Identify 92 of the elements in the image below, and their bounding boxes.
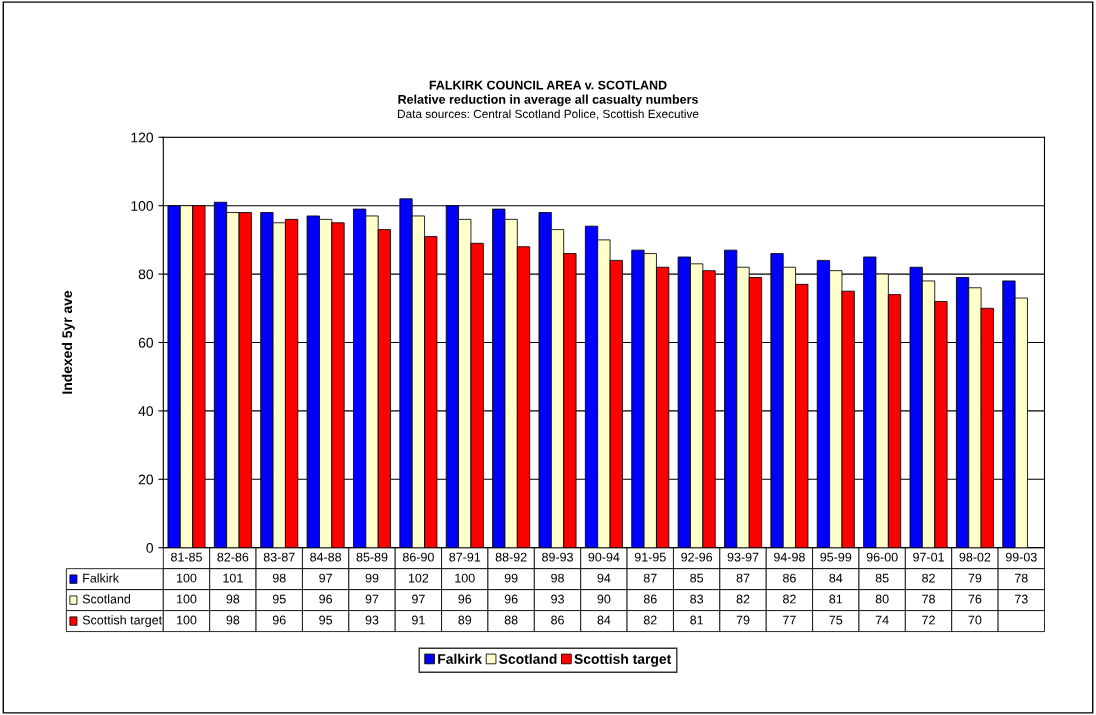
x-tick-label: 89-93 bbox=[542, 552, 573, 562]
data-label: 85 bbox=[690, 573, 704, 583]
data-label: 75 bbox=[829, 615, 843, 625]
y-tick-label: 120 bbox=[131, 132, 154, 143]
data-label: 95 bbox=[272, 594, 286, 604]
data-label: 88 bbox=[504, 615, 518, 625]
y-axis-title: Indexed 5yr ave bbox=[61, 290, 75, 394]
x-tick-label: 83-87 bbox=[263, 552, 295, 562]
chart-subtitle: Relative reduction in average all casualty numbers bbox=[398, 94, 698, 107]
data-label: 74 bbox=[875, 615, 889, 625]
x-tick-label: 88-92 bbox=[495, 552, 527, 562]
data-label: 93 bbox=[365, 615, 379, 625]
x-tick-label: 92-96 bbox=[681, 552, 713, 562]
data-label: 100 bbox=[455, 573, 475, 583]
data-label: 86 bbox=[783, 573, 796, 583]
data-label: 96 bbox=[319, 594, 333, 604]
data-label: 97 bbox=[412, 594, 425, 604]
data-label: 96 bbox=[272, 615, 286, 625]
data-label: 81 bbox=[690, 615, 703, 625]
data-label: 87 bbox=[736, 573, 750, 583]
data-label: 100 bbox=[177, 573, 197, 583]
x-tick-label: 85-89 bbox=[356, 552, 388, 562]
x-tick-label: 97-01 bbox=[913, 552, 944, 562]
x-tick-label: 90-94 bbox=[588, 552, 620, 562]
x-tick-label: 95-99 bbox=[820, 552, 852, 562]
data-label: 86 bbox=[643, 594, 657, 604]
data-label: 76 bbox=[968, 594, 982, 604]
x-tick-label: 86-90 bbox=[402, 552, 434, 562]
data-label: 82 bbox=[736, 594, 750, 604]
data-label: 82 bbox=[783, 594, 796, 604]
data-label: 87 bbox=[643, 573, 657, 583]
data-label: 100 bbox=[177, 615, 197, 625]
data-label: 82 bbox=[922, 573, 935, 583]
data-label: 95 bbox=[319, 615, 333, 625]
y-tick-label: 100 bbox=[131, 201, 154, 211]
data-label: 102 bbox=[408, 573, 429, 583]
data-label: 99 bbox=[365, 573, 379, 583]
x-tick-label: 98-02 bbox=[959, 552, 991, 562]
x-tick-label: 87-91 bbox=[449, 552, 481, 562]
x-tick-label: 94-98 bbox=[774, 552, 805, 562]
data-label: 97 bbox=[319, 573, 332, 583]
data-label: 84 bbox=[829, 573, 843, 583]
x-tick-label: 81-85 bbox=[171, 552, 202, 562]
data-label: 80 bbox=[875, 594, 889, 604]
data-label: 99 bbox=[504, 573, 518, 583]
y-tick-label: 60 bbox=[138, 337, 154, 348]
text: Falkirk bbox=[438, 653, 483, 664]
x-tick-label: 82-86 bbox=[217, 552, 249, 562]
data-label: 98 bbox=[226, 615, 240, 625]
data-label: 79 bbox=[736, 615, 750, 625]
data-label: 94 bbox=[597, 573, 611, 583]
x-tick-label: 96-00 bbox=[866, 552, 898, 562]
x-tick-label: 84-88 bbox=[310, 552, 342, 562]
y-tick-label: 80 bbox=[138, 269, 154, 280]
data-label: 98 bbox=[272, 573, 286, 583]
text: Scotland bbox=[499, 653, 557, 664]
x-tick-label: 93-97 bbox=[727, 552, 759, 562]
data-label: 96 bbox=[458, 594, 472, 604]
legend-label: Scotland bbox=[82, 594, 131, 604]
data-label: 73 bbox=[1014, 594, 1028, 604]
data-label: 77 bbox=[783, 615, 796, 625]
data-label: 91 bbox=[412, 615, 425, 625]
data-label: 70 bbox=[968, 615, 982, 625]
x-tick-label: 99-03 bbox=[1005, 552, 1037, 562]
data-label: 86 bbox=[551, 615, 564, 625]
data-label: 97 bbox=[365, 594, 379, 604]
y-tick-label: 20 bbox=[138, 474, 154, 485]
data-label: 72 bbox=[922, 615, 935, 625]
data-label: 82 bbox=[643, 615, 657, 625]
data-label: 84 bbox=[597, 615, 611, 625]
data-label: 78 bbox=[1014, 573, 1028, 583]
y-tick-label: 40 bbox=[138, 406, 154, 417]
data-label: 78 bbox=[922, 594, 935, 604]
data-label: 98 bbox=[551, 573, 564, 583]
data-label: 81 bbox=[829, 594, 843, 604]
chart-title: FALKIRK COUNCIL AREA v. SCOTLAND bbox=[429, 80, 667, 90]
data-label: 83 bbox=[690, 594, 704, 604]
text: Scottish target bbox=[574, 653, 672, 667]
data-label: 96 bbox=[504, 594, 518, 604]
x-tick-label: 91-95 bbox=[634, 552, 666, 562]
legend-label: Falkirk bbox=[83, 573, 120, 583]
data-label: 89 bbox=[458, 615, 472, 625]
data-label: 101 bbox=[223, 573, 243, 583]
text: Data sources: Central Scotland Police, Scottish Executive bbox=[398, 109, 699, 120]
data-label: 93 bbox=[551, 594, 564, 604]
y-tick-label: 0 bbox=[146, 543, 154, 553]
data-label: 90 bbox=[597, 594, 611, 604]
data-label: 85 bbox=[875, 573, 889, 583]
legend-label: Scottish target bbox=[82, 615, 163, 627]
data-label: 98 bbox=[226, 594, 240, 604]
data-label: 100 bbox=[177, 594, 197, 604]
data-label: 79 bbox=[968, 573, 982, 583]
